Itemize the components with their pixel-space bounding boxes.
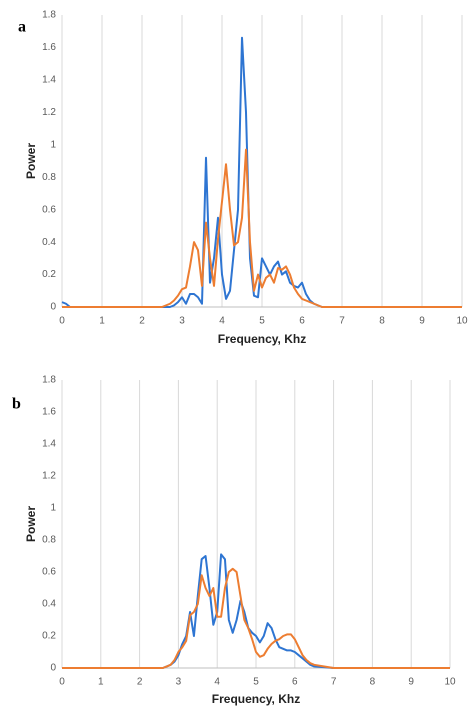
y-tick-label: 0.6 (42, 567, 56, 578)
y-tick-label: 1.6 (42, 42, 56, 53)
y-tick-label: 0.2 (42, 631, 56, 642)
x-tick-label: 3 (176, 677, 182, 688)
y-tick-label: 0.4 (42, 237, 56, 248)
y-tick-label: 1.8 (42, 10, 56, 21)
y-tick-label: 1.2 (42, 471, 56, 482)
series-line (61, 36, 462, 308)
x-tick-label: 0 (59, 677, 65, 688)
panel-label: a (18, 19, 26, 36)
y-tick-label: 1.6 (42, 407, 56, 418)
y-tick-label: 0 (50, 302, 56, 313)
x-tick-label: 3 (179, 316, 185, 327)
y-axis-label: Power (24, 506, 38, 542)
x-tick-label: 8 (370, 677, 376, 688)
y-tick-label: 1.4 (42, 75, 56, 86)
x-tick-label: 9 (408, 677, 414, 688)
x-tick-label: 7 (339, 316, 345, 327)
x-tick-label: 8 (379, 316, 385, 327)
x-tick-label: 6 (292, 677, 298, 688)
y-tick-label: 1 (50, 503, 56, 514)
x-tick-label: 2 (137, 677, 143, 688)
series-line (62, 148, 462, 308)
x-tick-label: 4 (214, 677, 220, 688)
x-tick-label: 6 (299, 316, 305, 327)
x-tick-label: 5 (259, 316, 265, 327)
y-tick-label: 1 (50, 139, 56, 150)
y-tick-label: 0.8 (42, 535, 56, 546)
x-axis-label: Frequency, Khz (212, 692, 300, 706)
x-axis-label: Frequency, Khz (218, 332, 306, 346)
y-axis-label: Power (24, 143, 38, 179)
x-tick-label: 7 (331, 677, 337, 688)
y-tick-label: 1.8 (42, 375, 56, 386)
y-tick-label: 1.2 (42, 107, 56, 118)
x-tick-label: 9 (419, 316, 425, 327)
x-tick-label: 2 (139, 316, 145, 327)
y-tick-label: 0 (50, 663, 56, 674)
y-tick-label: 0.8 (42, 172, 56, 183)
x-tick-label: 10 (456, 316, 468, 327)
y-tick-label: 0.4 (42, 599, 56, 610)
x-tick-label: 5 (253, 677, 259, 688)
series-line (62, 567, 450, 669)
x-tick-label: 10 (444, 677, 456, 688)
y-tick-label: 1.4 (42, 439, 56, 450)
y-tick-label: 0.2 (42, 269, 56, 280)
panel-label: b (12, 396, 21, 413)
x-tick-label: 0 (59, 316, 65, 327)
x-tick-label: 1 (99, 316, 105, 327)
x-tick-label: 4 (219, 316, 225, 327)
y-tick-label: 0.6 (42, 204, 56, 215)
x-tick-label: 1 (98, 677, 104, 688)
